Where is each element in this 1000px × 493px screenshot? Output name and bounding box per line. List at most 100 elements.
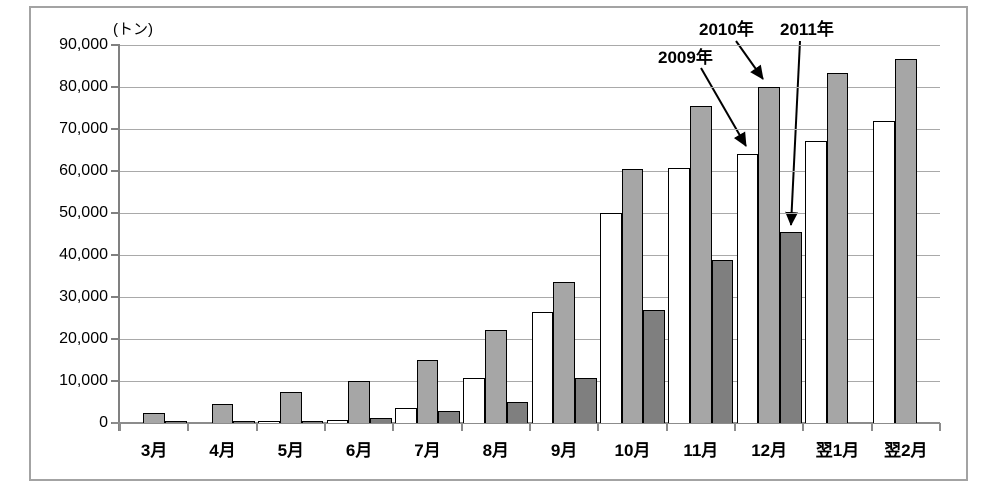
x-axis-tick-5 bbox=[460, 423, 463, 431]
bar-2010年-12月 bbox=[758, 86, 780, 423]
bar-group-7月 bbox=[393, 45, 461, 423]
x-axis-tick-2 bbox=[255, 423, 258, 431]
bar-2010年-7月 bbox=[416, 359, 439, 423]
y-axis-unit-label: (トン) bbox=[113, 21, 153, 38]
x-axis-label-翌2月: 翌2月 bbox=[884, 441, 928, 460]
bar-group-3月 bbox=[120, 45, 188, 423]
bar-2009年-5月 bbox=[258, 420, 281, 423]
y-axis-label-40,000: 40,000 bbox=[59, 246, 108, 263]
bar-2009年-7月 bbox=[395, 407, 417, 423]
x-axis-tick-6 bbox=[529, 423, 531, 431]
bar-2009年-11月 bbox=[668, 167, 690, 423]
bar-2010年-翌2月 bbox=[894, 59, 917, 423]
bar-2010年-4月 bbox=[211, 404, 234, 423]
bar-2011年-10月 bbox=[643, 309, 665, 423]
bar-2009年-9月 bbox=[531, 311, 554, 423]
gridline-20,000 bbox=[120, 338, 940, 340]
annotation-label-2009: 2009年 bbox=[658, 48, 713, 67]
bar-group-翌2月 bbox=[872, 45, 940, 423]
y-axis-tick-70,000 bbox=[111, 128, 119, 130]
x-axis-tick-12 bbox=[939, 423, 941, 431]
y-axis-label-90,000: 90,000 bbox=[59, 36, 108, 53]
gridline-70,000 bbox=[120, 128, 940, 130]
x-axis-label-7月: 7月 bbox=[414, 441, 441, 460]
x-axis-label-6月: 6月 bbox=[345, 441, 373, 460]
y-axis-tick-20,000 bbox=[111, 338, 119, 340]
x-axis-label-9月: 9月 bbox=[550, 441, 578, 460]
bar-2010年-9月 bbox=[553, 281, 575, 423]
x-axis-tick-7 bbox=[597, 423, 600, 431]
x-axis-tick-4 bbox=[392, 423, 395, 431]
x-axis-label-翌1月: 翌1月 bbox=[815, 441, 860, 460]
y-axis-label-50,000: 50,000 bbox=[59, 204, 108, 221]
y-axis-tick-30,000 bbox=[111, 296, 119, 298]
x-axis-tick-8 bbox=[665, 423, 668, 431]
bar-group-11月 bbox=[667, 45, 735, 423]
x-axis-tick-3 bbox=[324, 423, 326, 431]
annotation-label-2010: 2010年 bbox=[699, 20, 754, 39]
bar-2009年-12月 bbox=[736, 154, 759, 423]
x-axis-label-4月: 4月 bbox=[209, 441, 236, 460]
bar-2011年-7月 bbox=[438, 410, 460, 423]
gridline-30,000 bbox=[120, 296, 940, 298]
gridline-50,000 bbox=[120, 212, 940, 214]
y-axis-tick-90,000 bbox=[111, 44, 119, 46]
bar-2011年-9月 bbox=[574, 377, 597, 423]
bar-2011年-8月 bbox=[506, 402, 529, 423]
gridline-60,000 bbox=[120, 170, 940, 172]
bar-2009年-6月 bbox=[326, 419, 349, 423]
bar-group-10月 bbox=[598, 45, 666, 423]
y-axis-label-20,000: 20,000 bbox=[59, 330, 108, 347]
bar-2010年-10月 bbox=[621, 169, 644, 423]
gridline-90,000 bbox=[120, 44, 940, 46]
bar-2009年-8月 bbox=[463, 377, 485, 423]
bar-2011年-3月 bbox=[164, 420, 187, 423]
bar-2010年-5月 bbox=[280, 391, 302, 423]
bar-2010年-翌1月 bbox=[826, 73, 849, 423]
bar-2011年-6月 bbox=[369, 418, 392, 423]
bar-2011年-12月 bbox=[779, 231, 802, 423]
x-axis-tick-9 bbox=[734, 423, 736, 431]
bar-group-4月 bbox=[188, 45, 256, 423]
y-axis-tick-10,000 bbox=[111, 380, 119, 382]
x-axis-tick-11 bbox=[870, 423, 873, 431]
x-axis-label-3月: 3月 bbox=[140, 441, 168, 460]
y-axis-label-70,000: 70,000 bbox=[59, 120, 108, 137]
y-axis-label-10,000: 10,000 bbox=[59, 372, 108, 389]
x-axis-label-5月: 5月 bbox=[277, 441, 305, 460]
y-axis-label-60,000: 60,000 bbox=[59, 162, 108, 179]
bar-2009年-翌1月 bbox=[805, 140, 827, 423]
bar-group-翌1月 bbox=[803, 45, 871, 423]
bar-group-12月 bbox=[735, 45, 803, 423]
bar-2010年-8月 bbox=[485, 329, 507, 423]
x-axis-label-10月: 10月 bbox=[614, 441, 651, 460]
bar-2011年-4月 bbox=[233, 421, 255, 423]
bar-2010年-3月 bbox=[143, 412, 165, 423]
y-axis-line bbox=[118, 44, 120, 431]
y-axis-tick-60,000 bbox=[111, 170, 119, 172]
y-axis-label-30,000: 30,000 bbox=[59, 288, 108, 305]
x-axis-tick-1 bbox=[187, 423, 190, 431]
bar-2010年-11月 bbox=[689, 105, 712, 423]
bar-group-9月 bbox=[530, 45, 598, 423]
annotation-label-2011: 2011年 bbox=[780, 20, 834, 39]
bar-2009年-翌2月 bbox=[873, 121, 895, 423]
gridline-40,000 bbox=[120, 254, 940, 256]
x-axis-label-11月: 11月 bbox=[683, 441, 719, 460]
bars-container bbox=[120, 45, 940, 423]
bar-group-5月 bbox=[257, 45, 325, 423]
y-axis-tick-50,000 bbox=[111, 212, 119, 214]
bar-group-8月 bbox=[462, 45, 530, 423]
bar-2011年-11月 bbox=[711, 260, 734, 423]
x-axis-tick-0 bbox=[119, 423, 121, 431]
x-axis-label-8月: 8月 bbox=[482, 441, 510, 460]
bar-2009年-10月 bbox=[600, 212, 622, 423]
bar-2011年-5月 bbox=[301, 420, 324, 423]
x-axis-tick-10 bbox=[802, 423, 805, 431]
gridline-80,000 bbox=[120, 86, 940, 88]
x-axis-line bbox=[112, 422, 940, 424]
bar-2010年-6月 bbox=[348, 381, 370, 423]
bar-group-6月 bbox=[325, 45, 393, 423]
y-axis-label-80,000: 80,000 bbox=[59, 78, 108, 95]
x-axis-label-12月: 12月 bbox=[751, 441, 788, 460]
